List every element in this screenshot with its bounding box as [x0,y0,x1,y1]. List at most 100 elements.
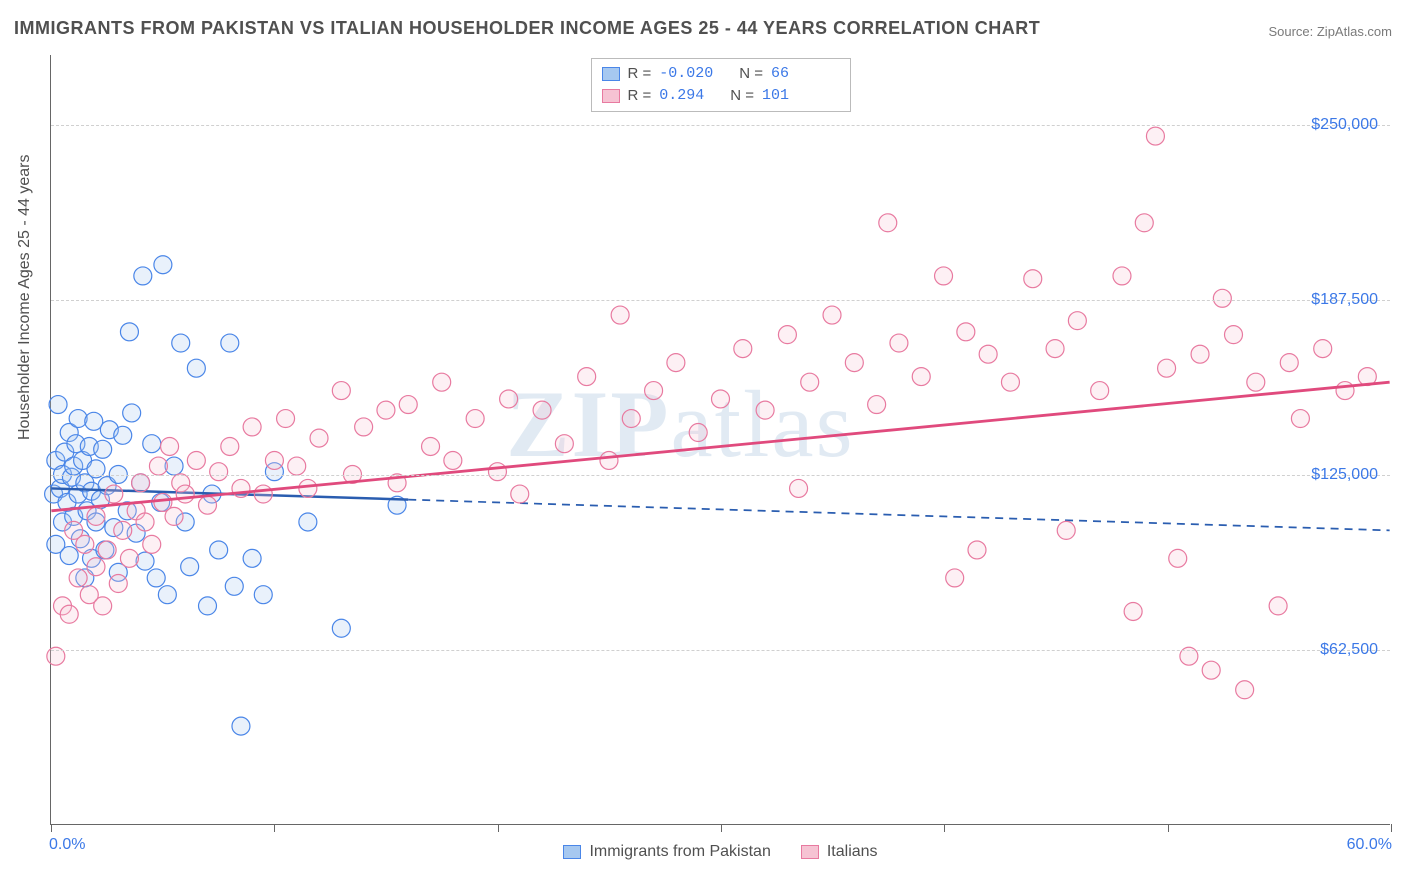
x-tick [274,824,275,832]
scatter-point-pakistan [172,334,190,352]
x-axis-max-label: 60.0% [1347,836,1392,854]
scatter-point-italians [823,306,841,324]
scatter-point-pakistan [134,267,152,285]
scatter-point-italians [1236,681,1254,699]
r-value-pakistan: -0.020 [659,63,713,85]
swatch-italians [602,89,620,103]
scatter-point-italians [756,401,774,419]
scatter-point-italians [1247,373,1265,391]
scatter-point-italians [1336,382,1354,400]
scatter-point-pakistan [221,334,239,352]
scatter-point-pakistan [225,577,243,595]
scatter-point-italians [611,306,629,324]
y-tick-label: $62,500 [1320,641,1378,659]
scatter-point-italians [968,541,986,559]
scatter-point-pakistan [120,323,138,341]
scatter-point-italians [94,597,112,615]
title-bar: IMMIGRANTS FROM PAKISTAN VS ITALIAN HOUS… [14,18,1392,39]
scatter-point-italians [979,345,997,363]
scatter-point-italians [466,410,484,428]
x-tick [721,824,722,832]
scatter-point-italians [120,549,138,567]
scatter-point-italians [1291,410,1309,428]
legend-item-pakistan: Immigrants from Pakistan [563,843,770,861]
scatter-point-italians [845,354,863,372]
scatter-point-pakistan [49,396,67,414]
scatter-point-italians [109,575,127,593]
scatter-point-pakistan [299,513,317,531]
scatter-point-italians [87,507,105,525]
scatter-point-italians [712,390,730,408]
scatter-point-italians [310,429,328,447]
scatter-point-italians [689,424,707,442]
n-label: N = [730,85,754,107]
scatter-point-italians [221,438,239,456]
scatter-point-italians [444,451,462,469]
scatter-point-pakistan [123,404,141,422]
scatter-point-italians [60,605,78,623]
scatter-point-italians [433,373,451,391]
scatter-point-italians [600,451,618,469]
scatter-point-italians [254,485,272,503]
correlation-stats-box: R = -0.020 N = 66 R = 0.294 N = 101 [591,58,851,112]
scatter-point-italians [801,373,819,391]
scatter-point-italians [1135,214,1153,232]
scatter-point-italians [511,485,529,503]
y-tick-label: $125,000 [1311,466,1378,484]
scatter-point-italians [399,396,417,414]
gridline [51,300,1390,301]
scatter-point-italians [232,479,250,497]
scatter-point-italians [132,474,150,492]
scatter-point-italians [500,390,518,408]
scatter-point-italians [277,410,295,428]
scatter-point-italians [578,368,596,386]
scatter-point-italians [187,451,205,469]
stats-row-pakistan: R = -0.020 N = 66 [602,63,840,85]
scatter-point-italians [935,267,953,285]
scatter-point-italians [1314,340,1332,358]
scatter-point-pakistan [232,717,250,735]
scatter-point-pakistan [114,426,132,444]
scatter-point-pakistan [181,558,199,576]
scatter-point-italians [149,457,167,475]
scatter-point-italians [868,396,886,414]
scatter-point-italians [210,463,228,481]
x-tick [498,824,499,832]
scatter-point-italians [377,401,395,419]
swatch-pakistan [563,845,581,859]
scatter-point-italians [332,382,350,400]
scatter-point-pakistan [332,619,350,637]
stats-row-italians: R = 0.294 N = 101 [602,85,840,107]
legend-item-italians: Italians [801,843,878,861]
scatter-point-italians [734,340,752,358]
scatter-point-italians [422,438,440,456]
scatter-point-italians [555,435,573,453]
scatter-point-pakistan [243,549,261,567]
x-tick [944,824,945,832]
scatter-point-italians [1068,312,1086,330]
gridline [51,125,1390,126]
scatter-point-italians [1113,267,1131,285]
y-axis-title: Householder Income Ages 25 - 44 years [16,155,34,441]
scatter-point-italians [288,457,306,475]
scatter-point-italians [1225,326,1243,344]
scatter-point-italians [176,485,194,503]
scatter-point-pakistan [136,552,154,570]
scatter-point-italians [1280,354,1298,372]
scatter-point-pakistan [187,359,205,377]
source-value: ZipAtlas.com [1317,24,1392,39]
source-label: Source: [1268,24,1316,39]
x-tick [51,824,52,832]
scatter-point-italians [105,485,123,503]
trendline-dashed-pakistan [408,500,1389,531]
scatter-point-italians [1158,359,1176,377]
x-tick [1391,824,1392,832]
r-label: R = [628,63,652,85]
scatter-point-italians [136,513,154,531]
scatter-point-italians [622,410,640,428]
scatter-point-pakistan [60,547,78,565]
n-value-pakistan: 66 [771,63,789,85]
swatch-pakistan [602,67,620,81]
scatter-point-italians [1269,597,1287,615]
y-tick-label: $187,500 [1311,291,1378,309]
